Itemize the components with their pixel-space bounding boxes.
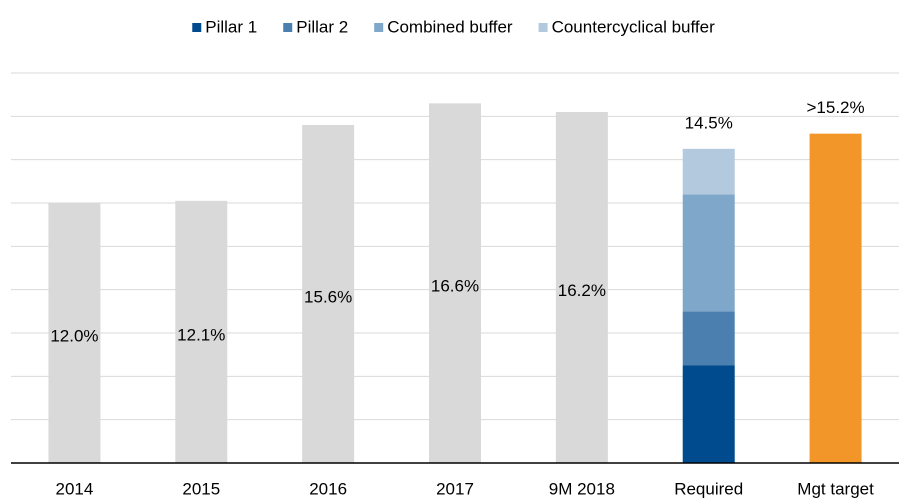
bar — [175, 200, 228, 464]
bar — [302, 125, 355, 463]
stack-segment — [682, 311, 735, 366]
legend-swatch — [374, 23, 384, 32]
data-label: 16.6% — [431, 277, 479, 296]
stack-segment — [682, 365, 735, 463]
stack-total-label: 14.5% — [685, 113, 733, 132]
stack-segment — [682, 194, 735, 312]
legend-label: Pillar 1 — [205, 17, 257, 36]
legend-label: Countercyclical buffer — [552, 17, 715, 36]
x-tick-label: Mgt target — [797, 479, 874, 498]
x-tick-label: Required — [674, 479, 743, 498]
legend-label: Pillar 2 — [296, 17, 348, 36]
bar — [809, 133, 862, 463]
x-tick-label: 2015 — [182, 479, 220, 498]
x-tick-label: 2017 — [436, 479, 474, 498]
data-label: 12.0% — [50, 326, 98, 345]
x-tick-label: 2016 — [309, 479, 347, 498]
stack-segment — [682, 148, 735, 195]
data-label: 16.2% — [558, 281, 606, 300]
legend-swatch — [283, 23, 293, 32]
bar — [48, 203, 101, 463]
x-tick-label: 2014 — [56, 479, 94, 498]
data-label: >15.2% — [807, 98, 865, 117]
data-label: 12.1% — [177, 325, 225, 344]
legend-label: Combined buffer — [387, 17, 513, 36]
data-label: 15.6% — [304, 287, 352, 306]
bar — [429, 103, 481, 463]
legend-swatch — [192, 23, 202, 32]
legend-swatch — [538, 23, 548, 32]
bar — [555, 112, 608, 463]
x-tick-label: 9M 2018 — [549, 479, 615, 498]
